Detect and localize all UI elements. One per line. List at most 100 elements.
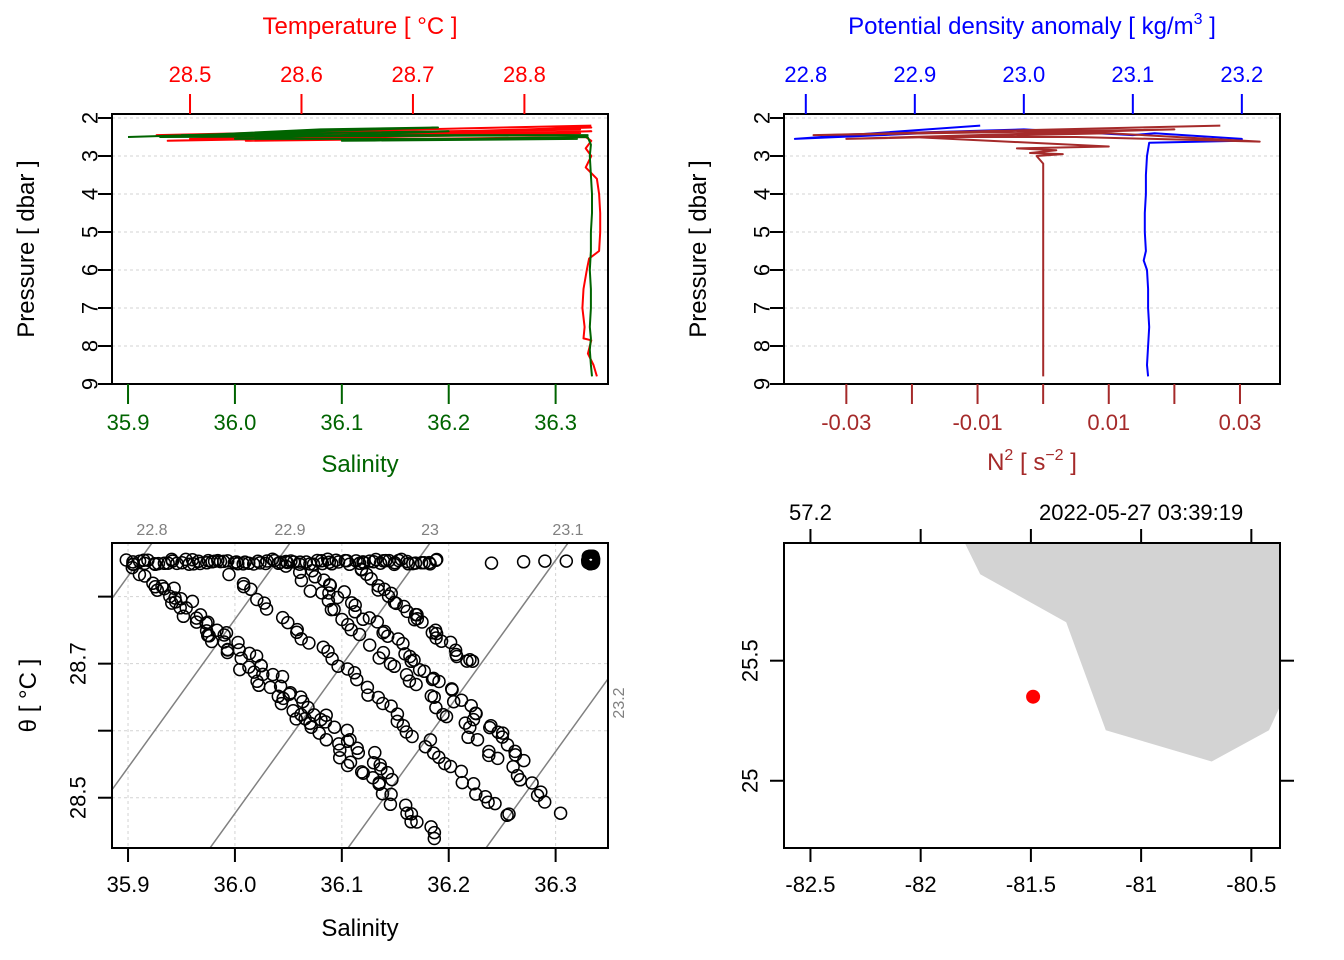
- top-label: 57.2: [789, 500, 832, 525]
- data-point: [434, 634, 449, 648]
- data-point: [274, 696, 289, 711]
- y-tick-label: 9: [78, 378, 103, 390]
- data-point: [294, 573, 309, 588]
- top-tick-label: 23.1: [1111, 62, 1154, 87]
- data-point: [582, 555, 596, 569]
- data-point: [327, 602, 341, 617]
- data-point: [348, 605, 362, 619]
- data-point: [583, 549, 597, 564]
- data-point: [231, 556, 245, 571]
- y-tick-label: 3: [750, 150, 775, 162]
- data-point: [466, 777, 481, 791]
- data-point: [360, 680, 375, 695]
- y-tick-label: 8: [78, 340, 103, 352]
- data-point: [331, 659, 345, 673]
- data-point: [559, 554, 574, 568]
- isopycnal-label: 23.1: [552, 522, 583, 539]
- panel-ts-diagram: 22.8 22.9 23 23.1 23.2 35.9 36.0 36.1 36.2 36.3 28…: [15, 522, 628, 942]
- data-point: [321, 644, 335, 659]
- top-tick-label: 23.0: [1002, 62, 1045, 87]
- data-point: [454, 764, 469, 779]
- data-point: [259, 602, 274, 616]
- data-point: [466, 712, 481, 727]
- data-point: [236, 579, 251, 594]
- data-point: [289, 712, 303, 726]
- y-tick-label: 5: [750, 226, 775, 238]
- isopycnal-line: [209, 543, 431, 848]
- data-point: [340, 723, 354, 738]
- data-point: [389, 596, 403, 611]
- y-tick-label: 4: [750, 188, 775, 200]
- x-tick-label: 35.9: [107, 872, 150, 897]
- data-point: [263, 680, 278, 695]
- data-point: [429, 553, 443, 568]
- data-point: [470, 732, 485, 747]
- data-point: [150, 583, 165, 597]
- data-point: [350, 672, 364, 687]
- data-point: [379, 553, 393, 568]
- data-point: [233, 662, 247, 677]
- data-point: [327, 720, 342, 734]
- data-point: [362, 638, 377, 652]
- data-point: [340, 553, 354, 568]
- data-point: [402, 674, 417, 688]
- y-tick-label: 2: [78, 112, 103, 124]
- data-point: [362, 611, 377, 625]
- y-tick-label: 9: [750, 378, 775, 390]
- data-point: [273, 679, 288, 694]
- series-line-salinity: [127, 126, 593, 377]
- data-point: [199, 616, 213, 630]
- isopycnal-label: 22.8: [136, 522, 167, 539]
- data-point: [294, 707, 308, 722]
- data-point: [400, 806, 414, 821]
- data-point: [342, 557, 357, 572]
- data-point: [210, 623, 224, 638]
- data-point: [343, 755, 358, 770]
- data-point: [216, 554, 231, 569]
- y-tick-label: 25.5: [738, 639, 763, 682]
- data-point: [231, 635, 245, 650]
- data-point: [266, 667, 280, 682]
- bottom-tick-label: 35.9: [107, 410, 150, 435]
- y-tick-label: 28.5: [66, 776, 91, 819]
- data-point: [356, 555, 370, 569]
- top-tick-label: 22.8: [784, 62, 827, 87]
- data-point: [401, 557, 416, 571]
- data-point: [445, 683, 459, 697]
- data-point: [348, 598, 362, 613]
- data-point: [316, 640, 331, 654]
- data-point: [217, 635, 231, 649]
- y-tick-label: 7: [78, 302, 103, 314]
- data-point: [370, 615, 385, 629]
- data-point: [553, 806, 568, 820]
- plot-frame: [783, 542, 1281, 849]
- y-axis-label: Pressure [ dbar ]: [685, 160, 712, 337]
- data-point: [257, 596, 272, 610]
- data-point: [500, 738, 515, 752]
- data-point: [356, 612, 370, 627]
- data-point: [354, 765, 369, 779]
- bottom-tick-label: -0.01: [952, 410, 1002, 435]
- data-point: [125, 560, 140, 575]
- data-point: [409, 677, 423, 692]
- data-point: [364, 572, 378, 586]
- data-point: [390, 707, 405, 721]
- data-point: [383, 657, 398, 671]
- data-point: [222, 567, 236, 582]
- y-tick-label: 6: [750, 264, 775, 276]
- bottom-tick-label: 36.0: [214, 410, 257, 435]
- top-axis-label: Potential density anomaly [ kg/m3 ]: [848, 11, 1216, 40]
- data-point: [319, 733, 334, 747]
- x-tick-label: -81.5: [1006, 872, 1056, 897]
- data-point: [490, 751, 505, 766]
- data-point: [483, 720, 497, 735]
- data-point: [250, 592, 264, 607]
- data-point: [418, 739, 433, 754]
- data-point: [281, 615, 295, 630]
- data-point: [279, 554, 293, 569]
- data-point: [368, 745, 382, 760]
- data-point: [585, 552, 600, 566]
- isopycnal-line: [485, 677, 608, 848]
- top-tick-label: 28.7: [392, 62, 435, 87]
- data-point: [384, 787, 398, 802]
